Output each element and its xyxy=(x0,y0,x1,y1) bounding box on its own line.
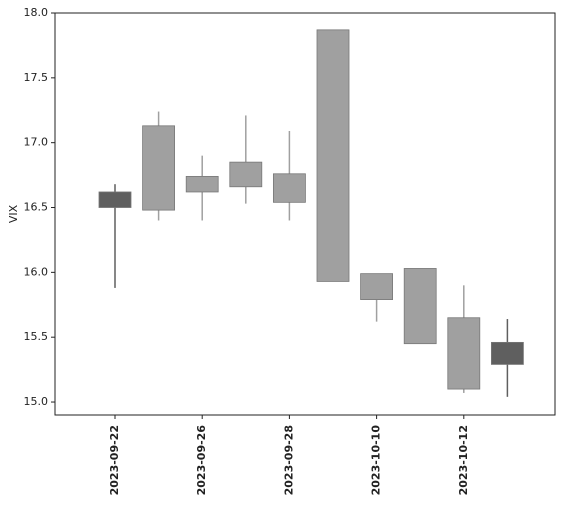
candle-body xyxy=(403,268,437,345)
y-tick-label: 15.5 xyxy=(24,330,49,343)
x-tick-label: 2023-09-22 xyxy=(108,425,121,495)
x-tick-label: 2023-10-10 xyxy=(370,425,383,496)
y-axis-label: VIX xyxy=(7,204,20,223)
candle-body xyxy=(316,29,350,282)
plot-frame xyxy=(54,12,556,416)
candle-body xyxy=(360,273,394,300)
candle-body xyxy=(272,173,306,203)
y-tick-label: 17.0 xyxy=(24,136,49,149)
x-tick-label: 2023-09-28 xyxy=(282,425,295,495)
y-tick-label: 16.0 xyxy=(24,265,49,278)
candle-body xyxy=(98,191,132,208)
y-tick-label: 17.5 xyxy=(24,71,49,84)
y-tick-label: 18.0 xyxy=(24,6,49,19)
y-tick-label: 15.0 xyxy=(24,395,49,408)
candle-body xyxy=(490,341,524,365)
y-tick-label: 16.5 xyxy=(24,201,49,214)
x-tick-label: 2023-10-12 xyxy=(457,425,470,495)
candle-body xyxy=(229,161,263,188)
candle-body xyxy=(185,175,219,193)
candle-body xyxy=(447,317,481,390)
candle-body xyxy=(142,125,176,211)
x-tick-label: 2023-09-26 xyxy=(195,425,208,496)
